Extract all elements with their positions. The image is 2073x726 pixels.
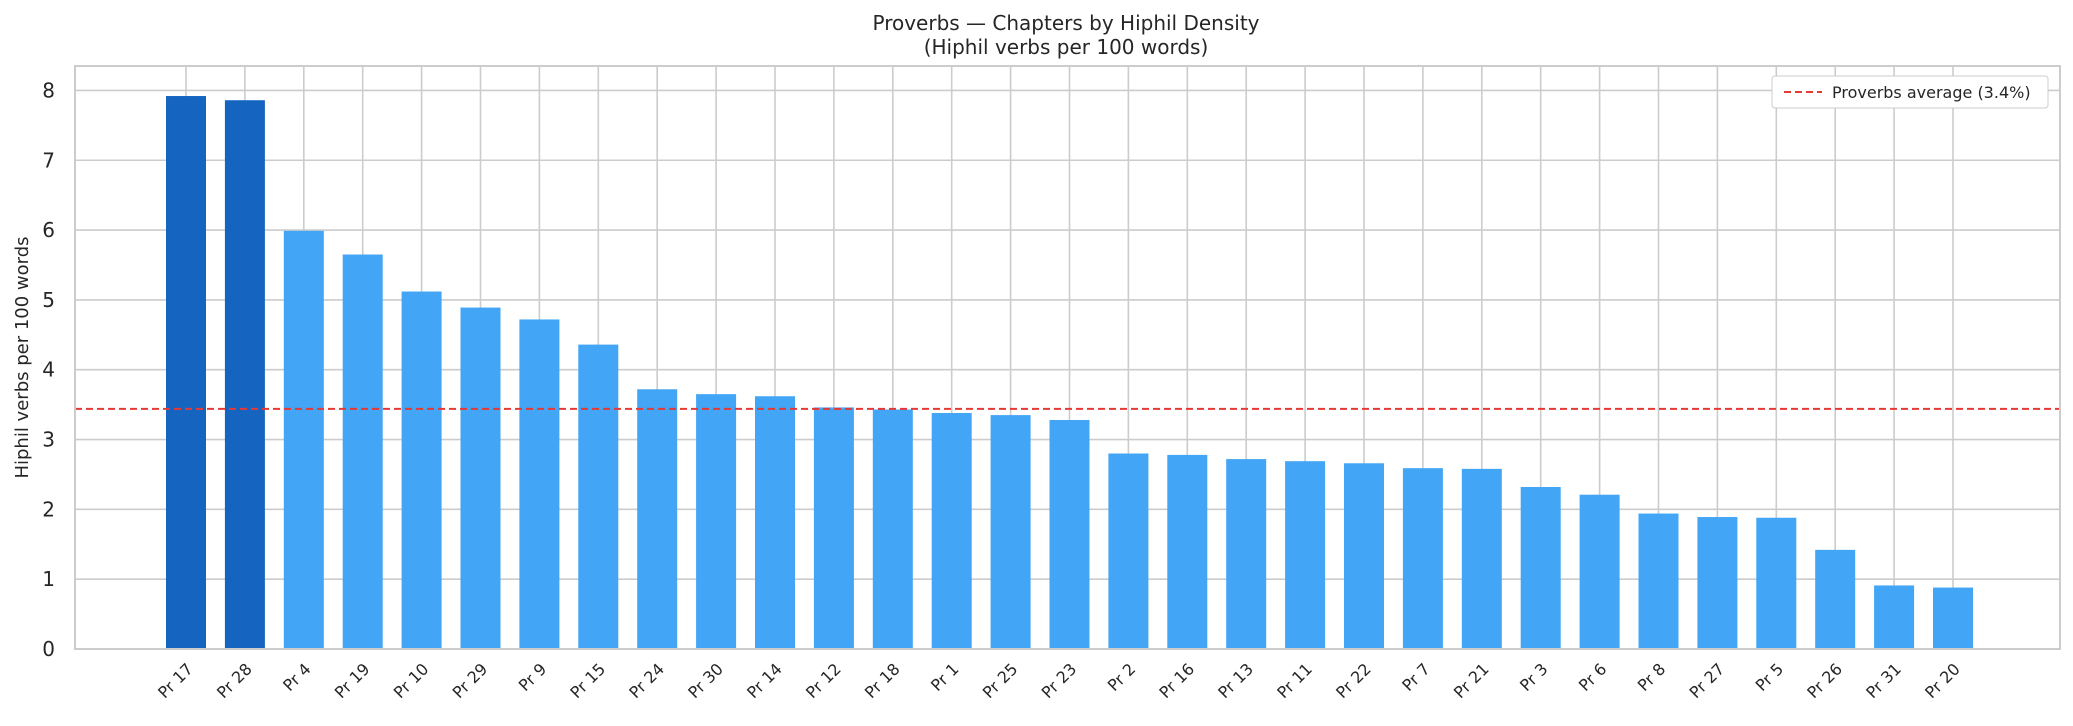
x-tick-label: Pr 29 (449, 659, 492, 702)
chart-title: Proverbs — Chapters by Hiphil Density (872, 11, 1259, 35)
y-tick-label: 4 (42, 358, 55, 382)
x-tick-label: Pr 4 (279, 659, 315, 695)
legend: Proverbs average (3.4%) (1771, 75, 2049, 109)
y-tick-label: 7 (42, 148, 55, 172)
bar (1167, 454, 1208, 649)
x-tick-label: Pr 24 (625, 659, 668, 702)
y-tick-label: 6 (42, 218, 55, 242)
x-tick-label: Pr 13 (1214, 659, 1257, 702)
bar (224, 100, 265, 649)
x-tick-label: Pr 3 (1516, 659, 1552, 695)
x-tick-label: Pr 8 (1634, 659, 1670, 695)
x-tick-label: Pr 12 (802, 659, 845, 702)
x-tick-label: Pr 5 (1752, 659, 1788, 695)
plot-frame (74, 65, 2061, 650)
bar (1108, 453, 1149, 649)
bar (342, 254, 383, 650)
y-tick-label: 2 (42, 497, 55, 521)
legend-box (1771, 75, 2049, 109)
bar (696, 394, 737, 649)
x-tick-label: Pr 7 (1398, 659, 1434, 695)
bar (1402, 468, 1443, 649)
x-tick-label: Pr 11 (1273, 659, 1316, 702)
x-tick-label: Pr 31 (1862, 659, 1905, 702)
bar (1344, 463, 1384, 649)
x-tick-label: Pr 20 (1921, 659, 1964, 702)
x-tick-label: Pr 14 (743, 659, 786, 702)
x-tick-label: Pr 27 (1686, 659, 1729, 702)
y-ticks: 0 1 2 3 4 5 6 7 8 (42, 78, 55, 661)
x-tick-label: Pr 28 (213, 659, 256, 702)
x-tick-label: Pr 23 (1038, 659, 1081, 702)
x-tick-label: Pr 15 (566, 659, 609, 702)
bar (1933, 587, 1973, 649)
x-tick-label: Pr 18 (861, 659, 904, 702)
bar (1226, 459, 1267, 649)
bar (872, 409, 913, 649)
x-tick-label: Pr 9 (515, 659, 551, 695)
bar (813, 407, 854, 649)
bar (1874, 585, 1915, 649)
bar (1461, 468, 1502, 649)
x-ticks: Pr 17 Pr 28 Pr 4 Pr 19 Pr 10 Pr 29 Pr 9 Pr 15 Pr… (154, 659, 1964, 702)
y-tick-label: 1 (42, 567, 55, 591)
x-tick-label: Pr 10 (390, 659, 433, 702)
x-tick-label: Pr 19 (331, 659, 374, 702)
bar (1638, 513, 1679, 649)
y-axis-label: Hiphil verbs per 100 words (12, 236, 33, 478)
x-tick-label: Pr 2 (1104, 659, 1140, 695)
bar (460, 307, 501, 649)
bars (166, 96, 1973, 650)
bar (1697, 517, 1738, 649)
x-tick-label: Pr 26 (1803, 659, 1846, 702)
bar (931, 413, 972, 649)
chart-subtitle: (Hiphil verbs per 100 words) (924, 35, 1209, 59)
y-tick-label: 8 (42, 78, 55, 102)
bar (283, 230, 324, 649)
bar (1815, 549, 1856, 649)
bar (578, 344, 619, 649)
x-tick-label: Pr 17 (154, 659, 197, 702)
bar (755, 396, 795, 649)
bar (1579, 494, 1620, 649)
bar (1049, 419, 1090, 649)
bar (1520, 487, 1561, 649)
x-tick-label: Pr 21 (1450, 659, 1493, 702)
y-tick-label: 5 (42, 288, 55, 312)
x-tick-label: Pr 16 (1155, 659, 1198, 702)
x-tick-label: Pr 1 (927, 659, 963, 695)
bar (519, 319, 560, 649)
legend-label-average: Proverbs average (3.4%) (1832, 83, 2031, 102)
y-tick-label: 3 (42, 428, 55, 452)
bar (1756, 517, 1797, 649)
x-tick-label: Pr 6 (1575, 659, 1611, 695)
bar (637, 389, 678, 649)
bar (990, 415, 1031, 649)
bar (401, 291, 442, 649)
y-tick-label: 0 (42, 637, 55, 661)
x-tick-label: Pr 30 (684, 659, 727, 702)
x-tick-label: Pr 22 (1332, 659, 1375, 702)
bar (1285, 461, 1326, 649)
bar (166, 96, 206, 649)
x-tick-label: Pr 25 (979, 659, 1022, 702)
